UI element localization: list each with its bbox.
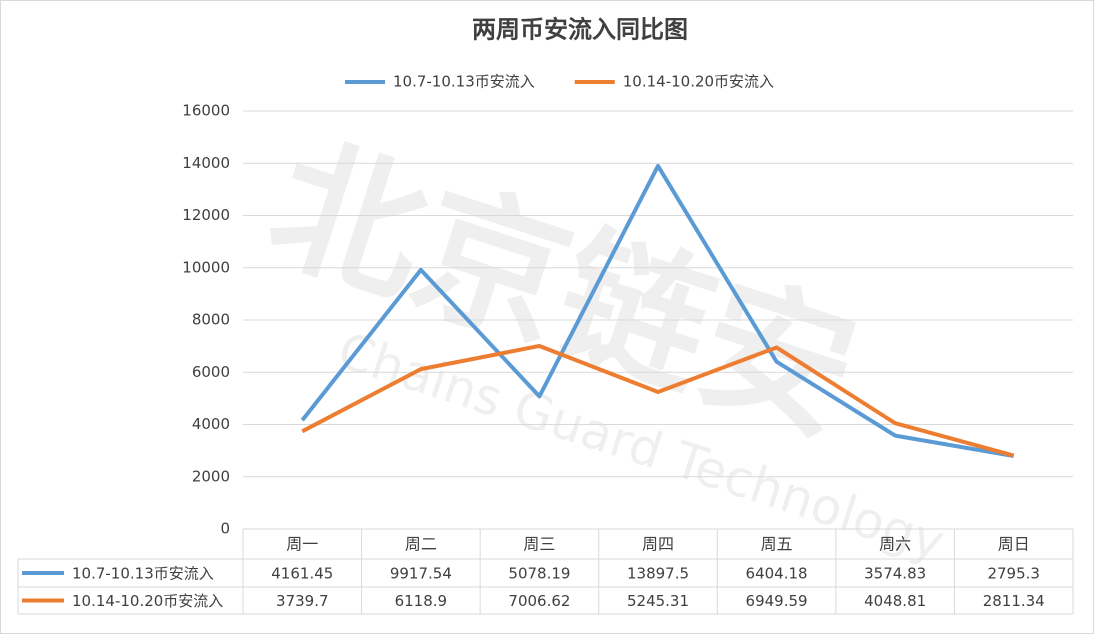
x-tick-label: 周三: [523, 535, 555, 554]
line-series: [301, 343, 1015, 458]
table-value: 6404.18: [746, 565, 808, 583]
x-tick-label: 周日: [998, 535, 1030, 554]
y-tick-label: 6000: [192, 363, 230, 381]
legend-label: 10.14-10.20币安流入: [623, 73, 774, 91]
table-value: 5245.31: [627, 592, 689, 610]
table-value: 6949.59: [746, 592, 808, 610]
y-tick-label: 4000: [192, 415, 230, 433]
line-series: [300, 163, 1015, 458]
table-value: 2811.34: [983, 592, 1045, 610]
x-tick-label: 周一: [286, 535, 318, 554]
table-value: 13897.5: [627, 565, 689, 583]
legend-label: 10.7-10.13币安流入: [393, 73, 535, 91]
table-value: 3574.83: [864, 565, 926, 583]
table-series-name: 10.7-10.13币安流入: [72, 565, 214, 583]
x-tick-label: 周二: [405, 535, 437, 554]
table-series-name: 10.14-10.20币安流入: [72, 592, 223, 610]
x-tick-label: 周五: [761, 535, 793, 554]
table-value: 4161.45: [271, 565, 333, 583]
y-tick-label: 12000: [182, 206, 230, 224]
table-value: 3739.7: [276, 592, 329, 610]
chart-title: 两周币安流入同比图: [472, 15, 688, 44]
y-tick-label: 8000: [192, 311, 230, 329]
y-tick-label: 16000: [182, 102, 230, 120]
table-value: 5078.19: [508, 565, 570, 583]
table-value: 4048.81: [864, 592, 926, 610]
table-value: 2795.3: [987, 565, 1040, 583]
y-tick-label: 14000: [182, 154, 230, 172]
y-tick-label: 10000: [182, 258, 230, 276]
x-tick-label: 周六: [879, 535, 911, 554]
table-value: 9917.54: [390, 565, 452, 583]
y-tick-label: 0: [220, 520, 230, 538]
table-value: 7006.62: [508, 592, 570, 610]
table-value: 6118.9: [395, 592, 448, 610]
x-tick-label: 周四: [642, 535, 674, 554]
y-tick-label: 2000: [192, 467, 230, 485]
